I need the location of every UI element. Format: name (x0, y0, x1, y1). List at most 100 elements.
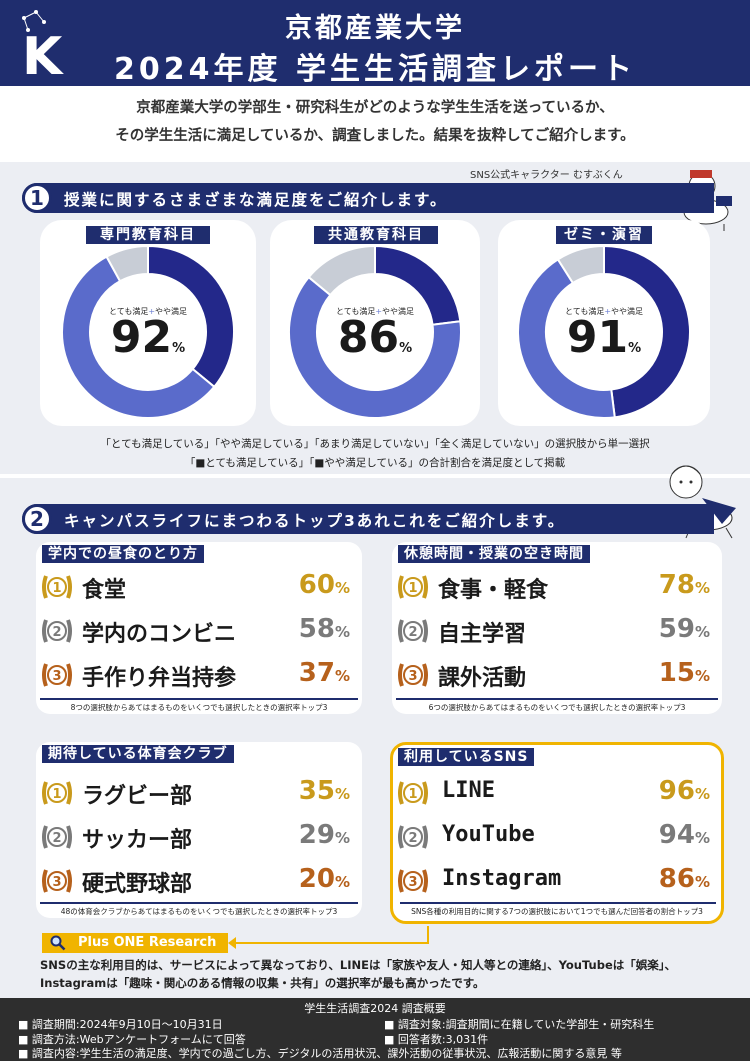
donut-value-kyotsu: 86% (337, 312, 413, 363)
rank1-percent: 96% (658, 776, 710, 806)
rank2-percent: 29% (298, 820, 350, 850)
section1-header-bar (22, 183, 714, 213)
rank-panel-footnote: 8つの選択肢からあてはまるものをいくつでも選択したときの選択率トップ3 (70, 703, 328, 712)
donut-value-zemi: 91% (566, 312, 642, 363)
footer-respondents: 回答者数:3,031件 (384, 1031, 488, 1047)
rank-panel-footnote: 6つの選択肢からあてはまるものをいくつでも選択したときの選択率トップ3 (428, 703, 686, 712)
footer-method: 調査方法:Webアンケートフォームにて回答 (18, 1031, 246, 1047)
section1-number: 1 (22, 183, 52, 213)
rank3-medal-icon: 3 (42, 663, 72, 687)
rank-panel-lunch-title: 学内での昼食のとり方 (42, 545, 204, 563)
rank-panel-break (392, 542, 722, 714)
slice-somewhat-satisfied (288, 275, 462, 419)
rank-panel-break-title: 休憩時間・授業の空き時間 (398, 545, 590, 563)
rank3-name: 手作り弁当持参 (82, 666, 237, 691)
donut-title-zemi: ゼミ・演習 (556, 226, 652, 244)
svg-text:K: K (22, 27, 64, 80)
slice-other (556, 244, 605, 285)
svg-text:1: 1 (408, 581, 417, 596)
svg-text:2: 2 (52, 831, 61, 846)
rank1-medal-icon: 1 (42, 781, 72, 805)
section1-note2: 「■とても満足している」「■やや満足している」の合計割合を満足度として掲載 (184, 457, 566, 469)
slice-very-satisfied (147, 244, 235, 389)
rank3-name: 課外活動 (438, 666, 527, 691)
section1-heading: 授業に関するさまざまな満足度をご紹介します。 (64, 191, 448, 209)
footer-period: 調査期間:2024年9月10日〜10月31日 (18, 1016, 223, 1032)
section2-heading: キャンパスライフにまつわるトップ3あれこれをご紹介します。 (64, 512, 566, 530)
svg-text:2: 2 (408, 625, 417, 640)
rank3-medal-icon: 3 (42, 869, 72, 893)
donut-legend-senmon: とても満足+やや満足 (108, 307, 188, 316)
svg-text:3: 3 (52, 669, 61, 684)
rank1-name: 食堂 (82, 578, 127, 603)
section1-note1: 「とても満足している」「やや満足している」「あまり満足していない」「全く満足して… (100, 438, 650, 450)
svg-text:3: 3 (52, 875, 61, 890)
rank3-percent: 37% (298, 658, 350, 688)
rank-panel-lunch (36, 542, 362, 714)
donut-legend-zemi: とても満足+やや満足 (564, 307, 644, 316)
section2-header-bar (22, 504, 714, 534)
rank1-medal-icon: 1 (398, 575, 428, 599)
svg-text:2: 2 (408, 831, 417, 846)
rank1-medal-icon: 1 (398, 781, 428, 805)
donut-chart-zemi (517, 244, 691, 419)
plus-one-text-line2: Instagramは「趣味・関心のある情報の収集・共有」の選択率が最も高かったで… (40, 976, 485, 990)
rank1-name: LINE (442, 778, 495, 803)
character-label: SNS公式キャラクター むすぶくん (470, 170, 623, 181)
rank3-medal-icon: 3 (398, 663, 428, 687)
arrow-left-icon (228, 937, 236, 949)
rank3-percent: 15% (658, 658, 710, 688)
page-title-line1: 京都産業大学 (285, 13, 465, 44)
plus-one-label: Plus ONE Research (78, 935, 217, 950)
svg-text:2: 2 (52, 625, 61, 640)
rank1-percent: 60% (298, 570, 350, 600)
section2-number: 2 (22, 504, 52, 534)
svg-text:1: 1 (408, 787, 417, 802)
donut-value-senmon: 92% (110, 312, 186, 363)
donut-title-senmon: 専門教育科目 (86, 226, 210, 244)
rank2-percent: 58% (298, 614, 350, 644)
plus-one-text-line1: SNSの主な利用目的は、サービスによって異なっており、LINEは「家族や友人・知… (40, 958, 677, 972)
rank3-name: 硬式野球部 (82, 872, 193, 897)
plus-one-connector-up (427, 926, 429, 944)
rank2-name: YouTube (442, 822, 535, 847)
svg-text:1: 1 (52, 787, 61, 802)
sns-highlight-frame (390, 742, 724, 924)
rank1-name: 食事・軽食 (438, 578, 549, 603)
rank2-medal-icon: 2 (398, 825, 428, 849)
page-title-line2: 2024年度 学生生活調査レポート (114, 52, 636, 87)
rank-panel-clubs (36, 742, 362, 918)
university-logo: K (22, 10, 64, 80)
rank-panel-sns-title: 利用しているSNS (398, 748, 535, 766)
rank2-medal-icon: 2 (42, 825, 72, 849)
rank2-medal-icon: 2 (42, 619, 72, 643)
footer-target: 調査対象:調査期間に在籍していた学部生・研究科生 (384, 1016, 654, 1032)
slice-very-satisfied (603, 244, 691, 419)
plus-one-connector (232, 942, 428, 944)
donut-chart-kyotsu (288, 244, 462, 419)
rank2-name: 自主学習 (438, 622, 527, 647)
footer-title: 学生生活調査2024 調査概要 (304, 1002, 446, 1015)
rank-panel-rule (40, 698, 358, 700)
rank-panel-rule (396, 698, 718, 700)
rank2-medal-icon: 2 (398, 619, 428, 643)
rank3-medal-icon: 3 (398, 869, 428, 893)
svg-text:3: 3 (408, 669, 417, 684)
rank1-name: ラグビー部 (82, 784, 193, 809)
rank-panel-sns (392, 742, 722, 922)
rank2-percent: 94% (658, 820, 710, 850)
intro-line2: その学生生活に満足しているか、調査しました。結果を抜粋してご紹介します。 (115, 128, 635, 144)
rank-panel-footnote: SNS各種の利用目的に関する7つの選択肢において1つでも選んだ回答者の割合トップ… (411, 907, 703, 916)
slice-other (307, 244, 376, 297)
slice-somewhat-satisfied (517, 258, 616, 419)
rank-panel-rule (40, 902, 358, 904)
header-bar (0, 0, 750, 86)
donut-legend-kyotsu: とても満足+やや満足 (335, 307, 415, 316)
slice-other (105, 244, 149, 283)
intro-line1: 京都産業大学の学部生・研究科生がどのような学生生活を送っているか、 (136, 100, 614, 116)
donut-chart-senmon (61, 244, 235, 419)
svg-text:1: 1 (52, 581, 61, 596)
rank2-name: 学内のコンビニ (82, 622, 237, 647)
rank2-percent: 59% (658, 614, 710, 644)
rank2-name: サッカー部 (82, 828, 193, 853)
